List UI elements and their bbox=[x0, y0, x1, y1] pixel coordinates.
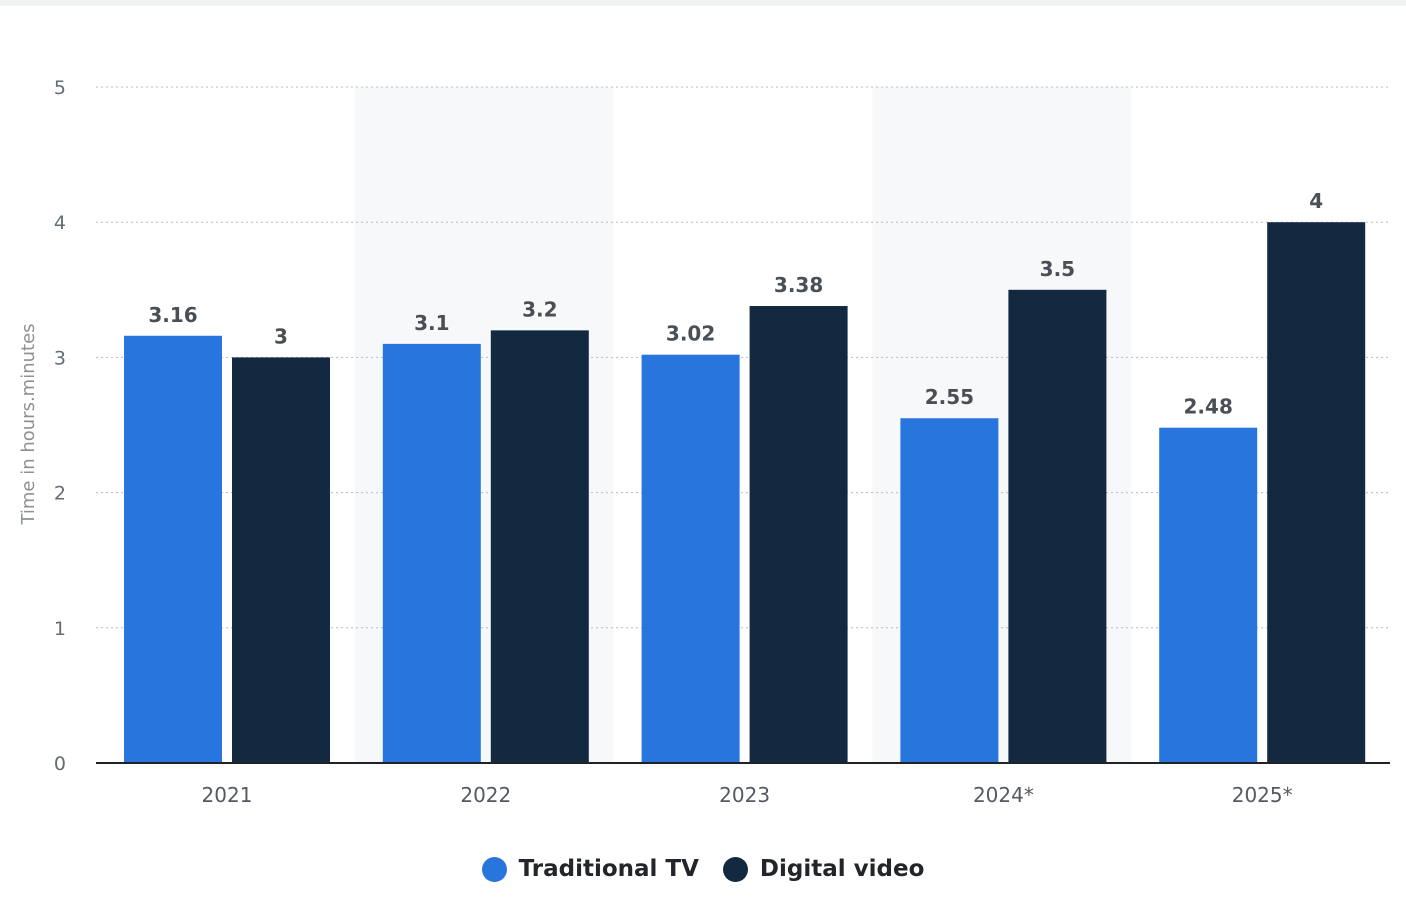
data-labels: 3.16 3 3.1 3.2 3.02 3.38 2.55 3.5 2.48 4 bbox=[148, 189, 1323, 419]
y-tick-label: 1 bbox=[54, 618, 66, 640]
bar[interactable] bbox=[1267, 222, 1366, 763]
bar[interactable] bbox=[232, 357, 330, 763]
data-label: 2.48 bbox=[1184, 395, 1233, 419]
data-label: 3.16 bbox=[148, 303, 197, 327]
y-tick-label: 5 bbox=[54, 77, 66, 99]
data-label: 2.55 bbox=[925, 385, 974, 409]
bar[interactable] bbox=[749, 306, 848, 763]
bar[interactable] bbox=[382, 343, 481, 763]
legend: Traditional TV Digital video bbox=[0, 856, 1406, 882]
legend-dot-icon bbox=[481, 856, 507, 882]
x-tick-label: 2023 bbox=[719, 783, 770, 807]
x-axis-labels: 2021 2022 2023 2024* 2025* bbox=[202, 783, 1293, 807]
y-tick-label: 3 bbox=[54, 347, 66, 369]
data-label: 3 bbox=[274, 324, 288, 348]
x-tick-label: 2021 bbox=[202, 783, 253, 807]
x-tick-label: 2024* bbox=[973, 783, 1034, 807]
data-label: 3.1 bbox=[414, 311, 449, 335]
y-tick-label: 2 bbox=[54, 483, 66, 505]
data-label: 3.5 bbox=[1040, 257, 1075, 281]
data-label: 3.38 bbox=[774, 273, 823, 297]
data-label: 4 bbox=[1309, 189, 1323, 213]
bar[interactable] bbox=[1008, 289, 1107, 763]
bar[interactable] bbox=[641, 354, 740, 763]
data-label: 3.2 bbox=[522, 297, 557, 321]
bars bbox=[124, 222, 1366, 763]
bar[interactable] bbox=[490, 330, 589, 763]
y-axis-ticks: 0 1 2 3 4 5 bbox=[54, 77, 66, 775]
bar[interactable] bbox=[900, 418, 999, 763]
legend-item-traditional-tv[interactable]: Traditional TV bbox=[481, 856, 699, 882]
legend-label: Traditional TV bbox=[518, 856, 699, 882]
x-tick-label: 2022 bbox=[460, 783, 511, 807]
data-label: 3.02 bbox=[666, 322, 715, 346]
legend-dot-icon bbox=[722, 856, 748, 882]
bar[interactable] bbox=[124, 335, 222, 763]
y-tick-label: 4 bbox=[54, 212, 66, 234]
y-tick-label: 0 bbox=[54, 753, 66, 775]
top-strip bbox=[0, 0, 1406, 6]
x-tick-label: 2025* bbox=[1232, 783, 1293, 807]
bar[interactable] bbox=[1159, 427, 1258, 763]
y-axis-title: Time in hours.minutes bbox=[18, 323, 39, 525]
bar-chart: 0 1 2 3 4 5 Time in hours.minutes 3.16 3 3.1 3.2… bbox=[18, 77, 1390, 807]
legend-item-digital-video[interactable]: Digital video bbox=[722, 856, 925, 882]
legend-label: Digital video bbox=[759, 856, 925, 882]
